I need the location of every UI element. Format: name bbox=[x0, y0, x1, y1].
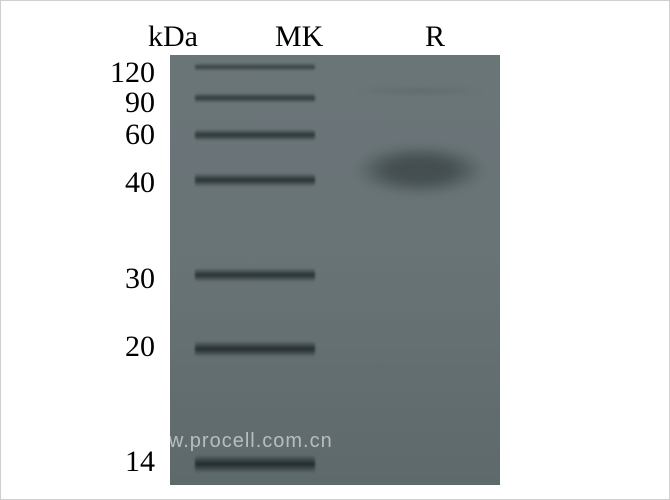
sample-band bbox=[357, 140, 483, 200]
mw-label: 120 bbox=[85, 56, 155, 90]
marker-band bbox=[195, 173, 315, 187]
unit-label: kDa bbox=[148, 20, 198, 54]
sample-lane bbox=[345, 55, 495, 485]
marker-band bbox=[195, 455, 315, 473]
mw-label: 90 bbox=[85, 86, 155, 120]
mw-label: 40 bbox=[85, 166, 155, 200]
marker-lane-header: MK bbox=[275, 20, 323, 54]
marker-band bbox=[195, 341, 315, 357]
gel-area bbox=[170, 55, 500, 485]
marker-band bbox=[195, 129, 315, 141]
mw-label: 20 bbox=[85, 330, 155, 364]
gel-image-container: kDa MK R 120906040302014 www.procell.com… bbox=[0, 0, 670, 500]
marker-lane bbox=[180, 55, 330, 485]
marker-band bbox=[195, 268, 315, 282]
mw-label: 60 bbox=[85, 118, 155, 152]
sample-band bbox=[357, 87, 483, 95]
marker-band bbox=[195, 63, 315, 71]
marker-band bbox=[195, 93, 315, 103]
mw-label: 14 bbox=[85, 445, 155, 479]
mw-label: 30 bbox=[85, 262, 155, 296]
sample-lane-header: R bbox=[425, 20, 445, 54]
